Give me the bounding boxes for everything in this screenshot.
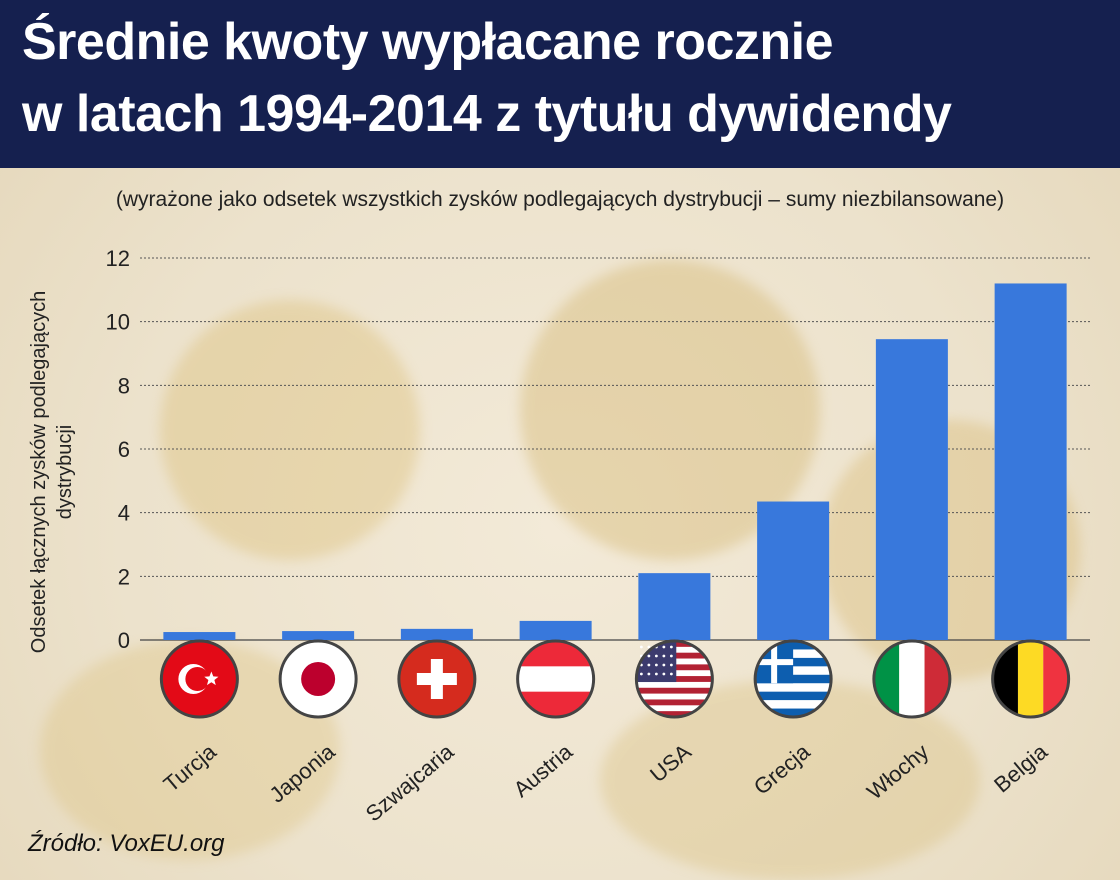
bar-szwajcaria — [400, 628, 473, 640]
x-tick-label: Austria — [509, 738, 578, 802]
greece-flag-icon — [753, 639, 833, 719]
y-tick-label: 4 — [118, 501, 130, 526]
bar-turcja — [163, 632, 236, 640]
y-tick-label: 2 — [118, 564, 130, 589]
italy-flag-icon — [872, 639, 952, 719]
x-tick-label: Włochy — [862, 739, 933, 805]
x-tick-label: USA — [645, 739, 696, 787]
bar-usa — [638, 573, 711, 640]
chart-title-line-1: Średnie kwoty wypłacane rocznie — [22, 13, 834, 71]
x-tick-label: Grecja — [749, 738, 815, 799]
y-tick-label: 8 — [118, 373, 130, 398]
bar-belgia — [994, 283, 1067, 640]
x-tick-label: Turcja — [159, 738, 222, 796]
turkey-flag-icon — [159, 639, 239, 719]
bar-włochy — [875, 339, 948, 640]
austria-flag-icon — [516, 639, 596, 719]
bar-grecja — [757, 501, 830, 640]
coin-background-decoration — [160, 300, 420, 560]
y-tick-label: 12 — [106, 246, 130, 271]
source-note: Źródło: VoxEU.org — [28, 830, 225, 857]
x-tick-label: Szwajcaria — [361, 738, 459, 826]
title-bar: Średnie kwoty wypłacane rocznie w latach… — [0, 0, 1120, 168]
bar-japonia — [282, 631, 355, 640]
usa-flag-icon — [634, 639, 714, 719]
chart-subtitle: (wyrażone jako odsetek wszystkich zysków… — [115, 188, 1005, 211]
y-tick-label: 10 — [106, 310, 130, 335]
japan-flag-icon — [278, 639, 358, 719]
y-tick-label: 0 — [118, 628, 130, 653]
chart-title-line-2: w latach 1994-2014 z tytułu dywidendy — [22, 85, 952, 143]
switzerland-flag-icon — [397, 639, 477, 719]
bar-austria — [519, 620, 592, 640]
x-tick-label: Japonia — [265, 738, 341, 807]
y-tick-label: 6 — [118, 437, 130, 462]
belgium-flag-icon — [991, 639, 1071, 719]
x-tick-label: Belgia — [989, 738, 1053, 797]
